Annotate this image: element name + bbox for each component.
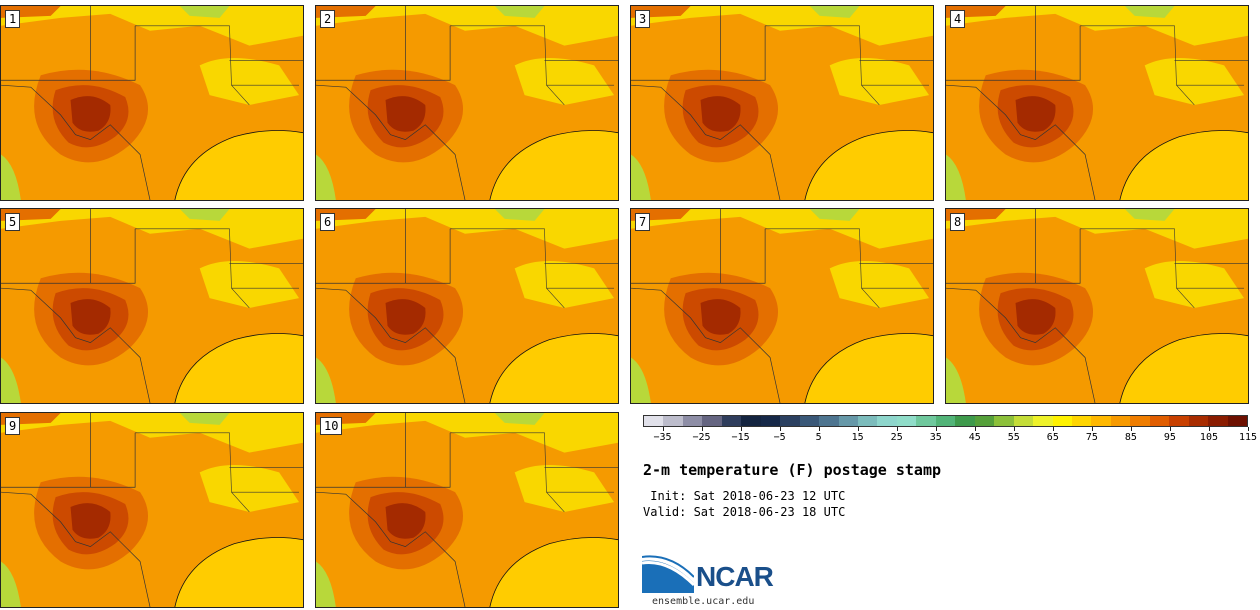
colorbar-swatch (1149, 416, 1170, 426)
colorbar-swatch (1169, 416, 1189, 426)
colorbar-tick (1013, 427, 1015, 431)
colorbar-swatch (819, 416, 839, 426)
member-number-label: 3 (635, 10, 651, 28)
ensemble-member-map: 2 (315, 5, 619, 201)
colorbar-tick (1130, 427, 1132, 431)
colorbar-tick (779, 427, 781, 431)
colorbar-tick (857, 427, 859, 431)
colorbar-tick (935, 427, 937, 431)
colorbar-swatch (1110, 416, 1131, 426)
colorbar-swatch (994, 416, 1014, 426)
colorbar-tick (896, 427, 898, 431)
colorbar-tick-label: −5 (773, 432, 786, 443)
member-number-label: 9 (5, 417, 21, 435)
colorbar-tick (701, 427, 703, 431)
colorbar-tick (1169, 427, 1171, 431)
ensemble-member-map: 8 (945, 208, 1249, 404)
colorbar-swatch (721, 416, 742, 426)
colorbar-swatch (1227, 416, 1248, 426)
colorbar-tick-label: 45 (968, 432, 981, 443)
colorbar-swatch (663, 416, 683, 426)
ncar-logo: NCAR (642, 553, 792, 597)
member-number-label: 2 (320, 10, 336, 28)
ensemble-member-map: 1 (0, 5, 304, 201)
valid-time: Valid: Sat 2018-06-23 18 UTC (643, 505, 846, 519)
colorbar-swatch (644, 416, 664, 426)
colorbar-swatch (702, 416, 722, 426)
colorbar-swatch (916, 416, 936, 426)
colorbar-swatch (780, 416, 800, 426)
colorbar-swatches (643, 415, 1248, 427)
member-number-label: 5 (5, 213, 21, 231)
colorbar-swatch (857, 416, 878, 426)
chart-title: 2-m temperature (F) postage stamp (643, 461, 942, 479)
colorbar-tick-label: 55 (1007, 432, 1020, 443)
colorbar-tick-label: 35 (929, 432, 942, 443)
colorbar-swatch (682, 416, 703, 426)
colorbar-tick (1052, 427, 1054, 431)
colorbar-tick (662, 427, 664, 431)
colorbar-tick-label: 65 (1046, 432, 1059, 443)
colorbar-tick-label: −15 (731, 432, 750, 443)
colorbar-swatch (1013, 416, 1034, 426)
colorbar-tick-label: 85 (1124, 432, 1137, 443)
colorbar-swatch (1188, 416, 1209, 426)
colorbar-tick-label: 105 (1199, 432, 1218, 443)
colorbar-tick (818, 427, 820, 431)
logo-text: NCAR (696, 561, 774, 592)
logo-url: ensemble.ucar.edu (652, 596, 755, 607)
ensemble-member-map: 10 (315, 412, 619, 608)
colorbar-tick (974, 427, 976, 431)
colorbar-tick-label: −35 (653, 432, 672, 443)
colorbar-tick-label: 95 (1163, 432, 1176, 443)
member-number-label: 8 (950, 213, 966, 231)
colorbar-swatch (877, 416, 897, 426)
ensemble-member-map: 3 (630, 5, 934, 201)
member-number-label: 4 (950, 10, 966, 28)
colorbar-swatch (935, 416, 956, 426)
colorbar-tick-label: 75 (1085, 432, 1098, 443)
colorbar-swatch (1208, 416, 1228, 426)
colorbar-tick-label: 5 (815, 432, 822, 443)
member-number-label: 7 (635, 213, 651, 231)
colorbar-swatch (896, 416, 917, 426)
member-number-label: 6 (320, 213, 336, 231)
colorbar-swatch (741, 416, 761, 426)
colorbar-tick (1208, 427, 1210, 431)
colorbar-swatch (1130, 416, 1150, 426)
colorbar-tick (740, 427, 742, 431)
colorbar-swatch (974, 416, 995, 426)
ensemble-member-map: 6 (315, 208, 619, 404)
colorbar-tick-label: 115 (1238, 432, 1258, 443)
colorbar-tick-label: −25 (692, 432, 711, 443)
colorbar-swatch (955, 416, 975, 426)
ensemble-member-map: 4 (945, 5, 1249, 201)
colorbar: −35 −25 −15 −5 5 15 25 35 45 55 65 75 85 95 105 115 (643, 415, 1257, 455)
logo-swoosh-icon (642, 555, 694, 593)
ensemble-member-map: 9 (0, 412, 304, 608)
colorbar-swatch (1071, 416, 1092, 426)
colorbar-swatch (1033, 416, 1053, 426)
member-number-label: 10 (320, 417, 343, 435)
ensemble-member-map: 5 (0, 208, 304, 404)
colorbar-swatch (1091, 416, 1111, 426)
colorbar-swatch (838, 416, 858, 426)
colorbar-tick (1091, 427, 1093, 431)
colorbar-tick (1248, 427, 1249, 431)
colorbar-tick-label: 25 (890, 432, 903, 443)
colorbar-swatch (1052, 416, 1072, 426)
ensemble-member-map: 7 (630, 208, 934, 404)
colorbar-tick-labels: −35 −25 −15 −5 5 15 25 35 45 55 65 75 85 95 105 115 (643, 427, 1257, 449)
colorbar-swatch (760, 416, 781, 426)
init-time: Init: Sat 2018-06-23 12 UTC (643, 489, 846, 503)
colorbar-tick-label: 15 (851, 432, 864, 443)
colorbar-swatch (799, 416, 820, 426)
member-number-label: 1 (5, 10, 21, 28)
